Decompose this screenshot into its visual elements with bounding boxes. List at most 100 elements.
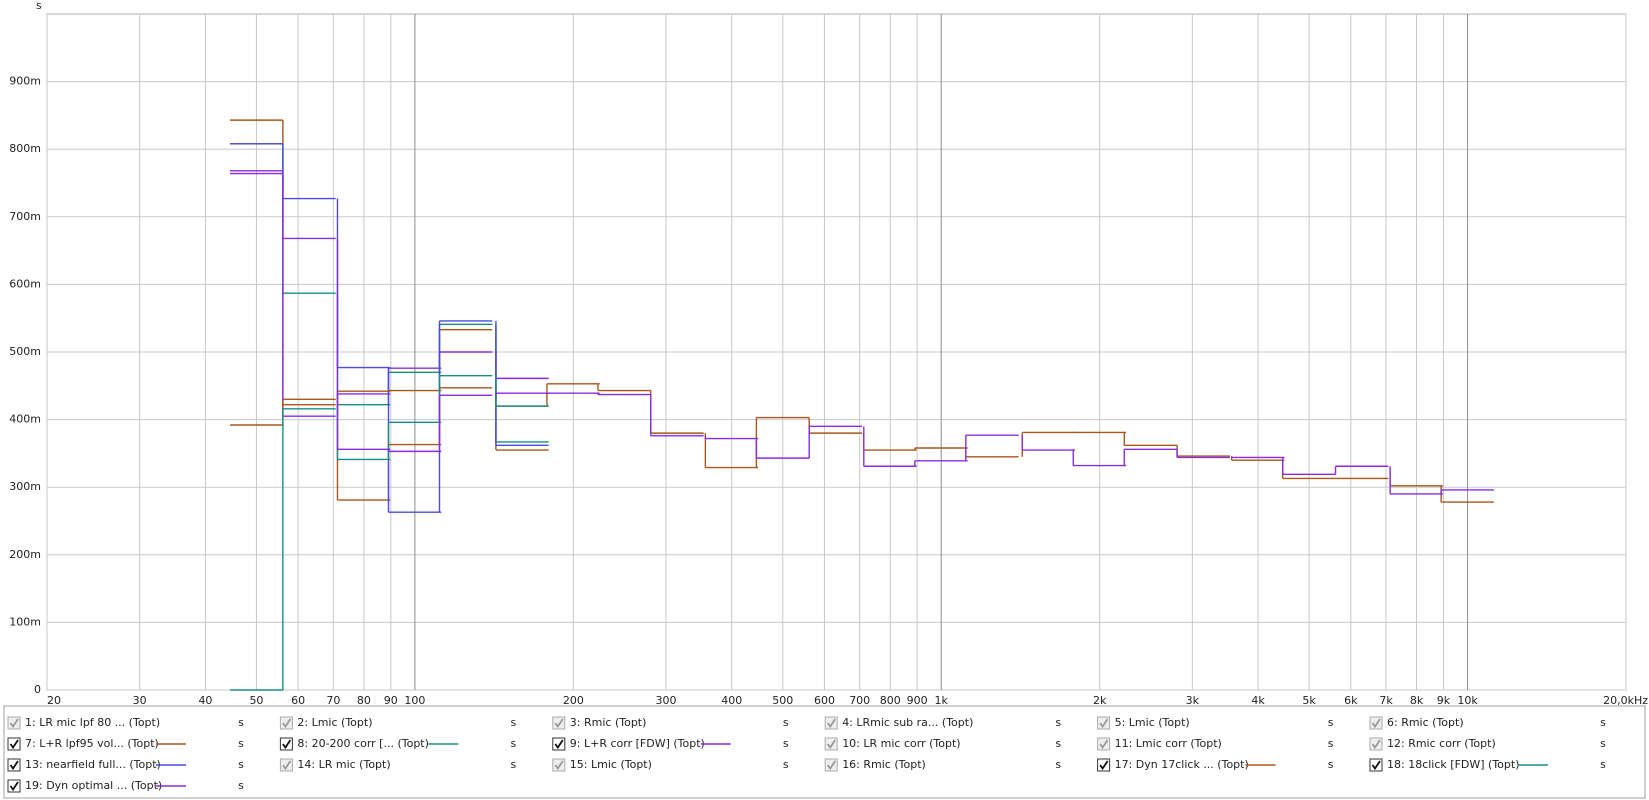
x-tick-label: 700	[849, 694, 870, 707]
legend-checkbox[interactable]	[1369, 758, 1383, 772]
x-tick-label: 90	[384, 694, 398, 707]
y-tick-label: 500m	[9, 345, 41, 358]
legend-unit: s	[1600, 737, 1606, 750]
legend-checkmark	[9, 739, 19, 750]
legend-checkmark	[282, 760, 292, 771]
legend-unit: s	[1055, 716, 1061, 729]
legend-checkbox[interactable]	[1369, 716, 1383, 730]
x-tick-label: 20,0kHz	[1603, 694, 1648, 707]
y-tick-label: 900m	[9, 75, 41, 88]
x-tick-label: 400	[721, 694, 742, 707]
legend-checkmark	[1371, 718, 1381, 729]
x-tick-label: 800	[880, 694, 901, 707]
y-tick-label: 100m	[9, 615, 41, 628]
x-tick-label: 20	[47, 694, 61, 707]
x-tick-label: 1k	[935, 694, 949, 707]
legend-label[interactable]: 5: Lmic (Topt)	[1115, 716, 1190, 729]
legend-label[interactable]: 19: Dyn optimal ... (Topt)	[25, 779, 162, 792]
y-unit-label: s	[36, 0, 42, 12]
legend-label[interactable]: 6: Rmic (Topt)	[1387, 716, 1464, 729]
legend-unit: s	[1328, 737, 1334, 750]
legend-label[interactable]: 15: Lmic (Topt)	[570, 758, 652, 771]
x-tick-label: 100	[404, 694, 425, 707]
legend-checkbox[interactable]	[1097, 758, 1111, 772]
legend-checkbox[interactable]	[1369, 737, 1383, 751]
legend-label[interactable]: 2: Lmic (Topt)	[297, 716, 372, 729]
legend-unit: s	[238, 758, 244, 771]
legend-checkbox[interactable]	[824, 716, 838, 730]
legend-label[interactable]: 13: nearfield full... (Topt)	[25, 758, 161, 771]
legend-label[interactable]: 10: LR mic corr (Topt)	[842, 737, 960, 750]
legend-checkmark	[282, 718, 292, 729]
x-tick-label: 7k	[1379, 694, 1393, 707]
x-tick-label: 8k	[1410, 694, 1424, 707]
legend-unit: s	[1328, 758, 1334, 771]
legend-unit: s	[238, 737, 244, 750]
legend-unit: s	[238, 716, 244, 729]
legend-unit: s	[1055, 758, 1061, 771]
x-tick-label: 5k	[1302, 694, 1316, 707]
legend-label[interactable]: 12: Rmic corr (Topt)	[1387, 737, 1496, 750]
legend-unit: s	[1600, 758, 1606, 771]
legend-checkmark	[1371, 760, 1381, 771]
legend-checkbox[interactable]	[279, 737, 293, 751]
x-tick-label: 200	[563, 694, 584, 707]
legend-checkbox[interactable]	[552, 716, 566, 730]
legend-unit: s	[1600, 716, 1606, 729]
x-tick-label: 70	[326, 694, 340, 707]
legend-unit: s	[1328, 716, 1334, 729]
x-tick-label: 3k	[1186, 694, 1200, 707]
legend-checkbox[interactable]	[7, 779, 21, 793]
legend-checkbox[interactable]	[824, 737, 838, 751]
legend-checkbox[interactable]	[552, 758, 566, 772]
legend-label[interactable]: 17: Dyn 17click ... (Topt)	[1115, 758, 1249, 771]
legend-label[interactable]: 16: Rmic (Topt)	[842, 758, 926, 771]
legend-checkmark	[1371, 739, 1381, 750]
legend-checkmark	[826, 718, 836, 729]
y-tick-label: 800m	[9, 142, 41, 155]
x-tick-label: 30	[133, 694, 147, 707]
legend-checkmark	[1099, 739, 1109, 750]
legend-unit: s	[511, 758, 517, 771]
legend-unit: s	[1055, 737, 1061, 750]
x-tick-label: 9k	[1437, 694, 1451, 707]
y-tick-label: 600m	[9, 277, 41, 290]
legend-checkbox[interactable]	[1097, 716, 1111, 730]
legend-unit: s	[238, 779, 244, 792]
legend-unit: s	[511, 716, 517, 729]
y-tick-label: 0	[34, 683, 41, 696]
legend-unit: s	[511, 737, 517, 750]
legend-frame	[3, 705, 1646, 799]
legend-checkbox[interactable]	[7, 737, 21, 751]
x-tick-label: 60	[291, 694, 305, 707]
legend-checkmark	[9, 718, 19, 729]
y-tick-label: 700m	[9, 210, 41, 223]
legend-checkmark	[826, 760, 836, 771]
legend-unit: s	[783, 716, 789, 729]
legend-label[interactable]: 18: 18click [FDW] (Topt)	[1387, 758, 1519, 771]
legend-checkmark	[1099, 718, 1109, 729]
x-tick-label: 80	[357, 694, 371, 707]
x-tick-label: 50	[249, 694, 263, 707]
legend-label[interactable]: 14: LR mic (Topt)	[297, 758, 390, 771]
legend-label[interactable]: 4: LRmic sub ra... (Topt)	[842, 716, 973, 729]
legend-label[interactable]: 7: L+R lpf95 vol... (Topt)	[25, 737, 159, 750]
legend-label[interactable]: 8: 20-200 corr [... (Topt)	[297, 737, 429, 750]
legend-checkmark	[826, 739, 836, 750]
legend-label[interactable]: 11: Lmic corr (Topt)	[1115, 737, 1222, 750]
legend-checkbox[interactable]	[279, 758, 293, 772]
legend-checkmark	[282, 739, 292, 750]
legend-label[interactable]: 3: Rmic (Topt)	[570, 716, 647, 729]
legend-checkbox[interactable]	[824, 758, 838, 772]
x-tick-label: 900	[907, 694, 928, 707]
legend-checkbox[interactable]	[7, 716, 21, 730]
legend-label[interactable]: 9: L+R corr [FDW] (Topt)	[570, 737, 705, 750]
legend-checkbox[interactable]	[552, 737, 566, 751]
legend-checkbox[interactable]	[1097, 737, 1111, 751]
y-tick-label: 200m	[9, 548, 41, 561]
legend-label[interactable]: 1: LR mic lpf 80 ... (Topt)	[25, 716, 160, 729]
legend-checkbox[interactable]	[279, 716, 293, 730]
x-tick-label: 4k	[1251, 694, 1265, 707]
legend-checkbox[interactable]	[7, 758, 21, 772]
